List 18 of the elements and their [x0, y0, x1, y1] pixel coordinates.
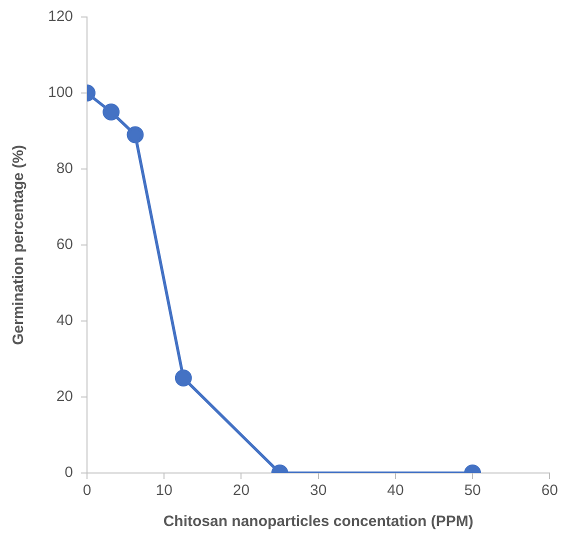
y-tick-label: 80 [56, 160, 74, 178]
y-axis-title: Germination percentage (%) [10, 144, 28, 346]
point [126, 126, 144, 144]
x-tick-label: 60 [541, 482, 558, 500]
y-tick-label: 40 [56, 312, 74, 330]
point [102, 104, 120, 120]
y-tick-label: 0 [64, 464, 74, 482]
x-tick-label: 0 [82, 482, 92, 500]
y-tick-label: 60 [56, 236, 74, 254]
y-tick-label: 20 [56, 388, 74, 406]
x-tick-label: 40 [387, 482, 404, 500]
x-tick-label: 30 [310, 482, 327, 500]
x-tick-label: 50 [464, 482, 481, 500]
x-tick-label: 10 [156, 482, 172, 500]
x-axis-title: Chitosan nanoparticles concentation (PPM) [163, 513, 474, 530]
y-tick-label: 100 [48, 84, 74, 102]
y-tick-label: 120 [48, 8, 74, 26]
x-tick-label: 20 [232, 482, 250, 500]
